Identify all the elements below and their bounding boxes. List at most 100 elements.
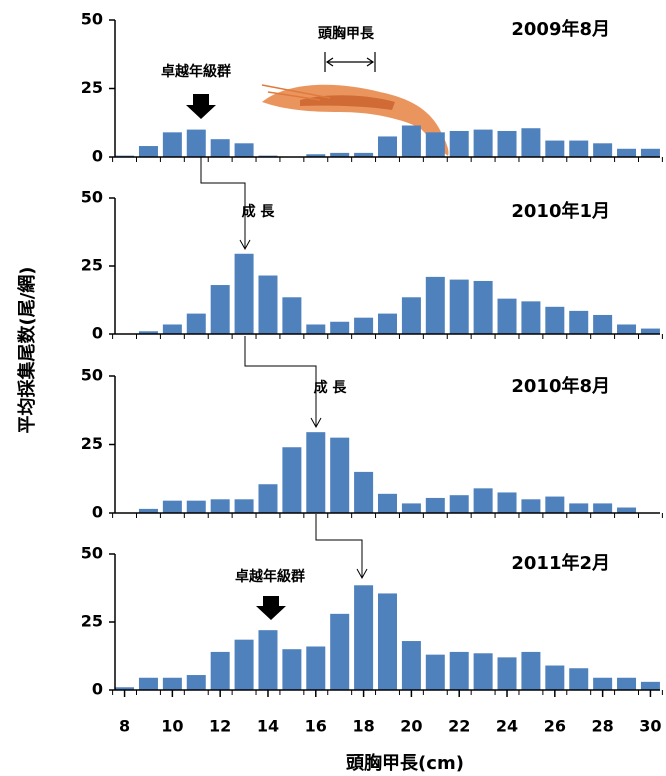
bar — [330, 613, 350, 690]
bar — [617, 507, 637, 513]
bar — [138, 508, 158, 513]
bar — [569, 503, 589, 513]
bar — [497, 130, 517, 157]
bar — [306, 324, 326, 334]
bar — [354, 585, 374, 690]
x-tick-label: 28 — [591, 717, 613, 736]
bar — [354, 471, 374, 513]
bar — [282, 447, 302, 513]
y-tick-label: 0 — [92, 147, 103, 166]
dominant-cohort-arrow — [186, 94, 216, 119]
bar — [234, 639, 254, 690]
bar — [378, 313, 397, 334]
bar — [521, 651, 541, 690]
bar — [593, 143, 613, 157]
panel-title: 2009年8月 — [511, 18, 610, 40]
y-tick-label: 0 — [92, 324, 103, 343]
bar — [258, 275, 278, 334]
y-tick-label: 25 — [81, 78, 103, 97]
bar — [497, 657, 517, 690]
bar — [234, 143, 254, 157]
y-tick-label: 0 — [92, 680, 103, 699]
y-tick-label: 50 — [81, 366, 103, 385]
bar — [425, 497, 445, 513]
bar — [425, 654, 445, 690]
x-tick-label: 30 — [639, 717, 661, 736]
bar — [449, 651, 469, 690]
bar — [545, 496, 565, 513]
bar — [569, 310, 589, 334]
bar — [545, 665, 565, 690]
bar — [617, 324, 637, 334]
bar — [617, 148, 637, 157]
x-axis-label: 頭胸甲長(cm) — [346, 752, 464, 774]
y-tick-label: 25 — [81, 256, 103, 275]
bar — [449, 279, 469, 334]
bar — [210, 651, 230, 690]
bar — [569, 140, 589, 157]
bar — [545, 306, 565, 334]
bar — [378, 493, 397, 513]
bar — [473, 280, 493, 334]
bar — [401, 125, 421, 157]
bar — [378, 136, 397, 157]
x-tick-label: 12 — [209, 717, 231, 736]
bar — [593, 503, 613, 513]
bar — [186, 500, 206, 513]
bar — [617, 677, 637, 690]
y-tick-label: 0 — [92, 503, 103, 522]
bar — [138, 331, 158, 334]
annotation: 卓越年級群 — [235, 568, 305, 585]
bar — [282, 649, 302, 690]
panel-title: 2010年8月 — [511, 375, 610, 397]
annotation: 成 長 — [314, 379, 348, 396]
bar — [162, 132, 182, 157]
bar — [449, 495, 469, 513]
annotation: 頭胸甲長 — [318, 25, 375, 42]
bar — [234, 499, 254, 513]
bar — [545, 140, 565, 157]
y-tick-label: 25 — [81, 612, 103, 631]
bar — [306, 432, 326, 513]
bar — [210, 139, 230, 157]
bar — [593, 677, 613, 690]
y-tick-label: 50 — [81, 544, 103, 563]
bar — [138, 146, 158, 157]
bar — [401, 297, 421, 334]
panel-title: 2011年2月 — [511, 552, 610, 574]
x-tick-label: 20 — [400, 717, 422, 736]
bar — [330, 321, 350, 334]
bar — [401, 641, 421, 690]
bar — [210, 285, 230, 334]
bar — [640, 148, 660, 157]
bar — [306, 646, 326, 690]
bar — [354, 152, 374, 157]
growth-arrows — [200, 145, 368, 580]
bar — [569, 668, 589, 690]
bar — [640, 328, 660, 334]
y-axis-label: 平均採集尾数(尾/網) — [16, 266, 38, 433]
bar — [521, 499, 541, 513]
x-tick-label: 24 — [496, 717, 518, 736]
bar — [593, 314, 613, 334]
shrimp-illustration — [261, 84, 449, 156]
bar — [473, 129, 493, 157]
bar — [282, 297, 302, 334]
bar — [162, 677, 182, 690]
annotation: 卓越年級群 — [161, 63, 231, 80]
carapace-length-marker — [324, 52, 376, 72]
bar — [330, 152, 350, 157]
x-tick-label: 16 — [305, 717, 327, 736]
bar — [186, 675, 206, 690]
bar — [497, 298, 517, 334]
bar — [162, 500, 182, 513]
bar — [138, 677, 158, 690]
x-tick-label: 14 — [257, 717, 279, 736]
x-tick-label: 22 — [448, 717, 470, 736]
bar — [425, 276, 445, 334]
bar — [162, 324, 182, 334]
bar — [258, 630, 278, 690]
x-tick-label: 10 — [161, 717, 183, 736]
y-tick-label: 25 — [81, 434, 103, 453]
x-tick-label: 18 — [352, 717, 374, 736]
